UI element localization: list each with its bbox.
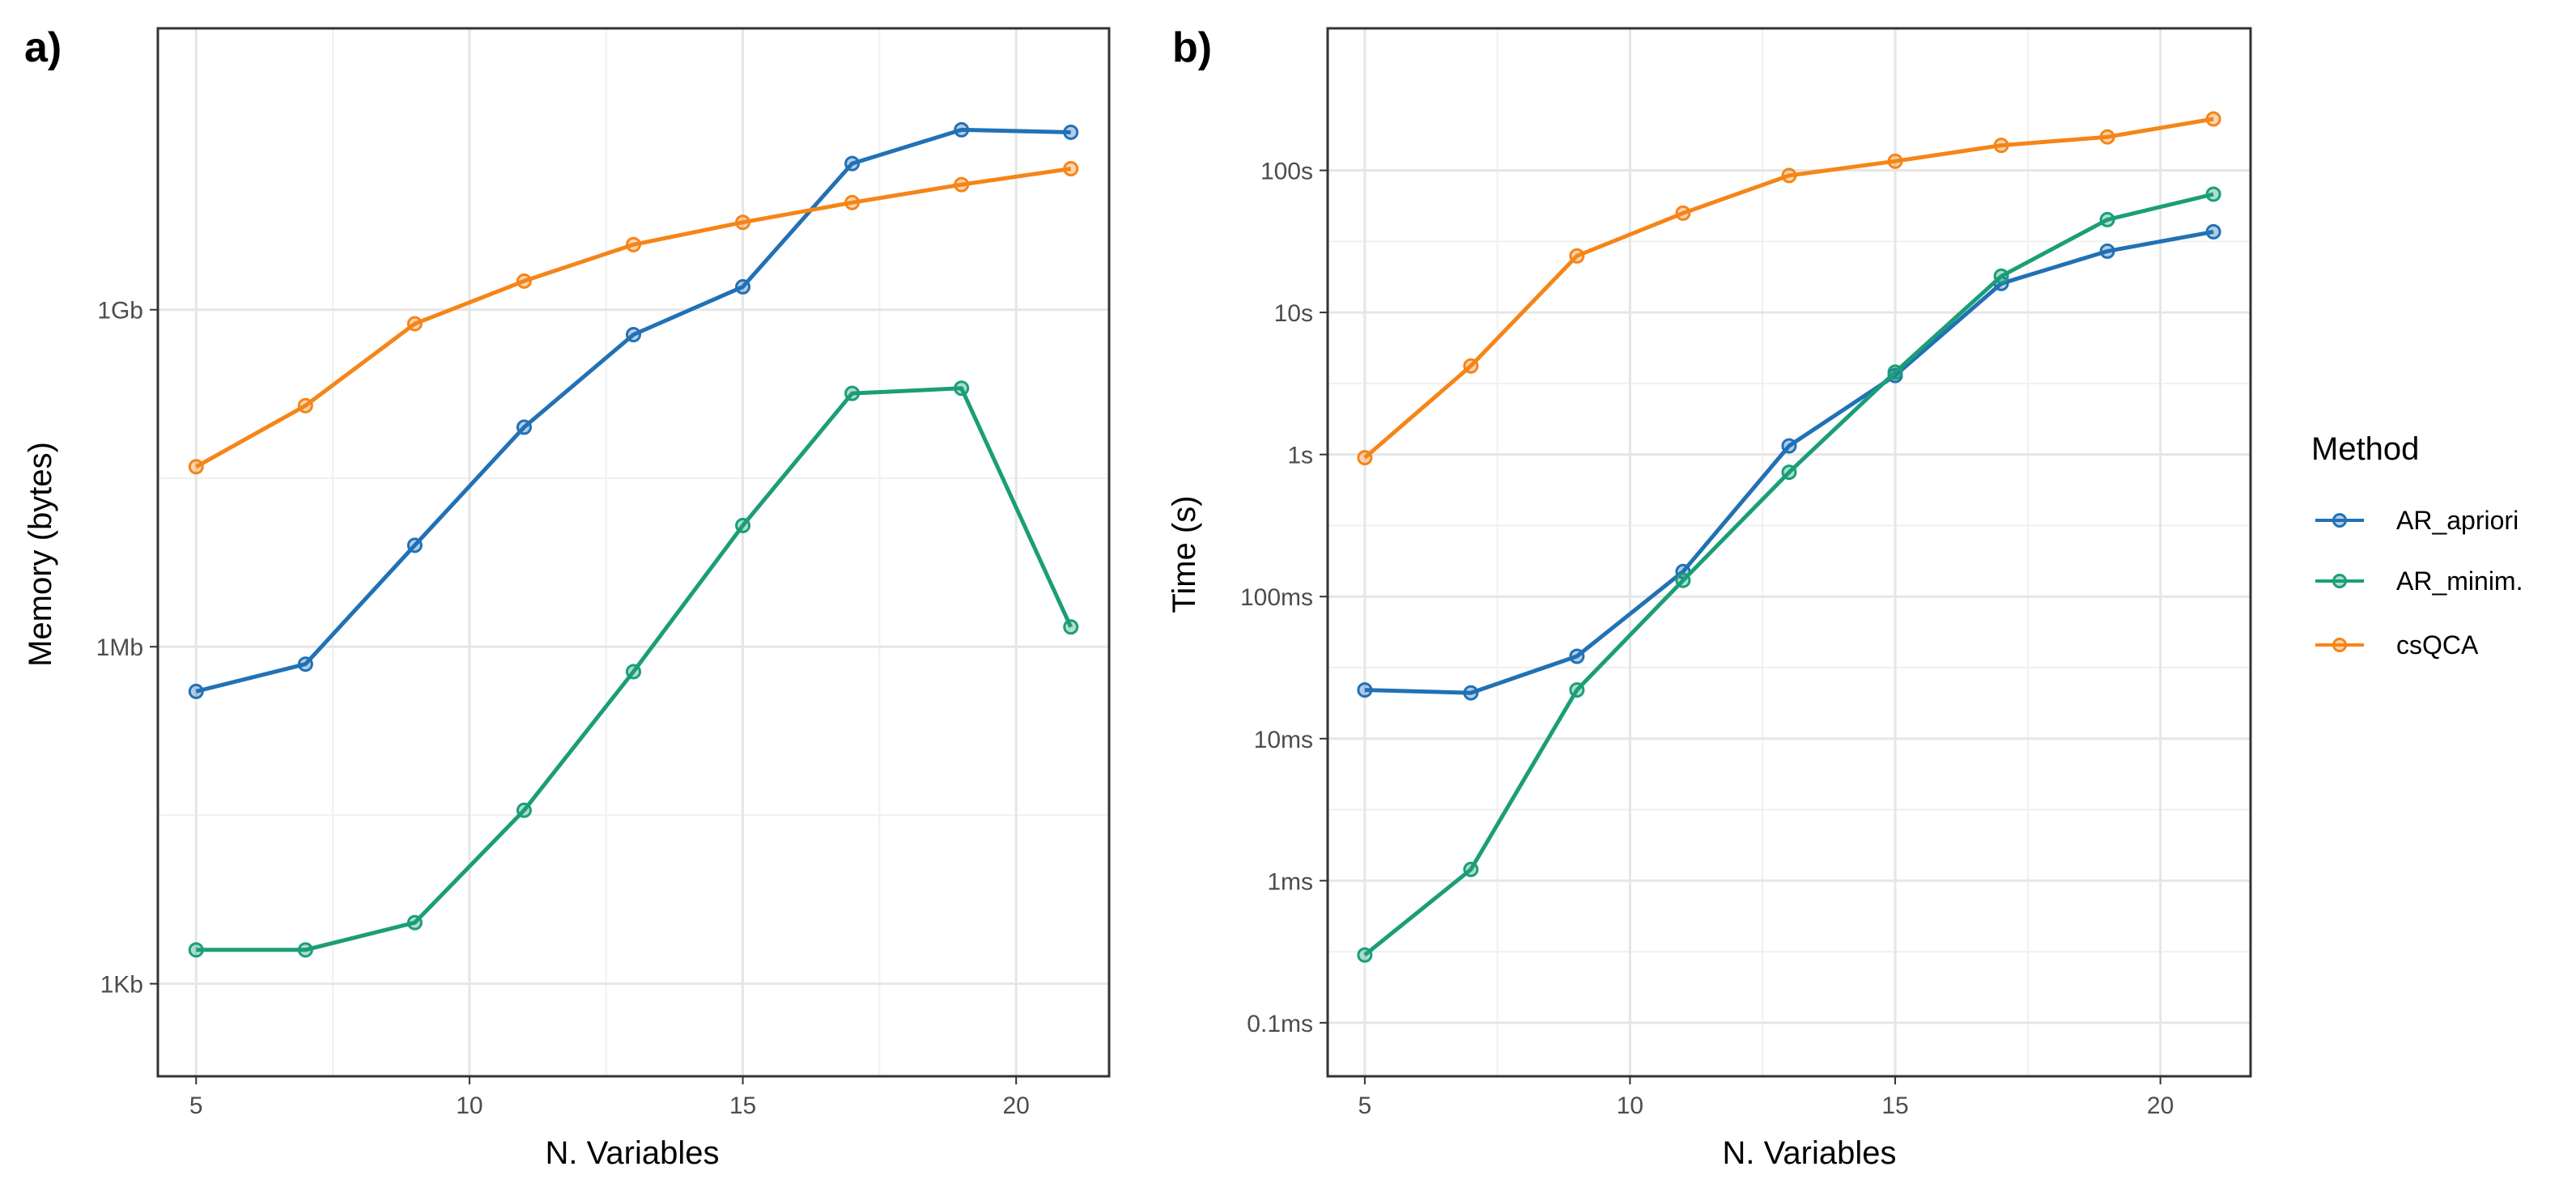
- x-tick-label: 10: [1617, 1092, 1643, 1119]
- legend-title: Method: [2311, 431, 2419, 467]
- legend-marker: [2332, 574, 2347, 588]
- data-point-ar-apriori: [1781, 438, 1797, 454]
- data-point-ar-minim: [2205, 186, 2221, 202]
- series-line-ar-apriori: [1364, 229, 2214, 695]
- y-tick-label: 10s: [1274, 300, 1313, 327]
- data-point-ar-apriori: [1357, 682, 1373, 698]
- x-tick-label: 20: [2147, 1092, 2174, 1119]
- data-point-csqca: [1569, 248, 1585, 264]
- data-point-csqca: [1887, 153, 1903, 169]
- data-point-ar-minim: [844, 385, 861, 401]
- data-point-csqca: [844, 194, 861, 210]
- data-point-csqca: [1357, 450, 1373, 466]
- data-point-ar-minim: [954, 380, 970, 397]
- data-point-csqca: [2099, 129, 2115, 145]
- data-point-ar-minim: [1063, 619, 1079, 635]
- panel-a-tag: a): [24, 24, 62, 71]
- data-point-ar-apriori: [735, 278, 751, 295]
- data-point-ar-apriori: [188, 683, 204, 699]
- data-point-ar-apriori: [2205, 223, 2221, 240]
- legend-label: AR_apriori: [2396, 506, 2519, 535]
- y-axis-title: Memory (bytes): [23, 442, 58, 667]
- data-point-csqca: [1781, 168, 1797, 184]
- legend-item-ar-apriori: AR_apriori: [2315, 506, 2519, 535]
- y-tick-label: 1Mb: [96, 634, 143, 661]
- panel-b: b) 5 10 15 20 0.1ms 1ms 10ms 100ms 1s 10s 100s N. …: [1167, 24, 2252, 1171]
- data-point-ar-minim: [1993, 268, 2009, 284]
- x-tick-label: 5: [189, 1092, 203, 1119]
- data-point-csqca: [516, 273, 532, 289]
- x-tick-label: 15: [729, 1092, 756, 1119]
- data-point-csqca: [1993, 138, 2009, 154]
- data-point-csqca: [1463, 358, 1479, 374]
- panel-border: [1326, 27, 2252, 1078]
- y-tick-label: 1Gb: [97, 298, 143, 325]
- y-tick-label: 100ms: [1240, 584, 1313, 611]
- y-axis-title: Time (s): [1167, 495, 1202, 613]
- y-tick-label: 1Kb: [100, 972, 143, 999]
- y-tick-label: 10ms: [1254, 727, 1313, 753]
- data-point-ar-apriori: [406, 537, 423, 554]
- y-tick-label: 1s: [1287, 443, 1313, 469]
- data-point-ar-apriori: [954, 121, 970, 138]
- plot-area-time: 5 10 15 20 0.1ms 1ms 10ms 100ms 1s 10s 100s: [1240, 27, 2252, 1119]
- data-point-ar-minim: [1357, 947, 1373, 963]
- data-point-csqca: [2205, 111, 2221, 127]
- x-tick-label: 10: [456, 1092, 482, 1119]
- data-point-ar-minim: [735, 517, 751, 533]
- data-point-ar-apriori: [2099, 243, 2115, 259]
- y-tick-label: 0.1ms: [1247, 1011, 1313, 1037]
- data-point-ar-apriori: [844, 155, 861, 172]
- plot-area-memory: 5 10 15 20 1Kb 1Mb 1Gb: [96, 27, 1111, 1119]
- x-tick-label: 15: [1881, 1092, 1908, 1119]
- data-point-ar-apriori: [1569, 648, 1585, 664]
- data-point-ar-apriori: [626, 327, 641, 343]
- legend-marker: [2332, 513, 2347, 528]
- data-point-ar-minim: [2099, 211, 2115, 227]
- series-line-csqca: [195, 167, 1072, 469]
- panel-a: a) 5 10 15 20 1Kb 1Mb 1Gb N. Variables Memory …: [23, 24, 1111, 1171]
- panel-b-tag: b): [1172, 24, 1212, 71]
- data-point-ar-apriori: [516, 419, 532, 435]
- data-point-ar-minim: [406, 914, 423, 931]
- data-point-ar-minim: [1675, 572, 1691, 588]
- legend-item-csqca: csQCA: [2315, 630, 2479, 660]
- panel-border: [156, 27, 1111, 1078]
- legend-marker: [2332, 638, 2347, 652]
- data-point-ar-apriori: [297, 656, 313, 672]
- data-point-ar-minim: [1569, 682, 1585, 698]
- data-point-ar-minim: [1463, 861, 1479, 877]
- data-point-csqca: [735, 214, 751, 231]
- x-axis-title: N. Variables: [1723, 1135, 1897, 1171]
- series-line-ar-minim: [196, 386, 1073, 952]
- legend-label: csQCA: [2396, 630, 2479, 660]
- data-point-ar-minim: [516, 802, 532, 818]
- data-point-csqca: [626, 236, 641, 252]
- data-point-csqca: [188, 459, 204, 475]
- data-point-csqca: [406, 316, 423, 332]
- data-point-ar-minim: [1781, 464, 1797, 481]
- legend: Method AR_apriori AR_minim. csQCA: [2311, 431, 2523, 660]
- data-point-ar-minim: [1887, 364, 1903, 380]
- legend-label: AR_minim.: [2396, 566, 2523, 596]
- data-point-ar-minim: [188, 942, 204, 958]
- series-line-ar-apriori: [195, 127, 1071, 694]
- data-point-csqca: [1063, 160, 1079, 176]
- legend-item-ar-minim: AR_minim.: [2315, 566, 2523, 596]
- data-point-ar-apriori: [1063, 124, 1079, 140]
- series-line-ar-minim: [1363, 192, 2214, 957]
- y-tick-label: 1ms: [1267, 868, 1313, 895]
- data-point-csqca: [954, 176, 970, 193]
- x-tick-label: 20: [1003, 1092, 1030, 1119]
- series-line-csqca: [1363, 117, 2214, 460]
- data-point-ar-apriori: [1463, 685, 1479, 701]
- y-tick-label: 100s: [1260, 159, 1313, 185]
- data-point-ar-minim: [626, 664, 641, 680]
- x-axis-title: N. Variables: [546, 1135, 720, 1171]
- data-point-csqca: [297, 397, 313, 414]
- data-point-csqca: [1675, 205, 1691, 221]
- x-tick-label: 5: [1358, 1092, 1372, 1119]
- data-point-ar-minim: [297, 942, 313, 958]
